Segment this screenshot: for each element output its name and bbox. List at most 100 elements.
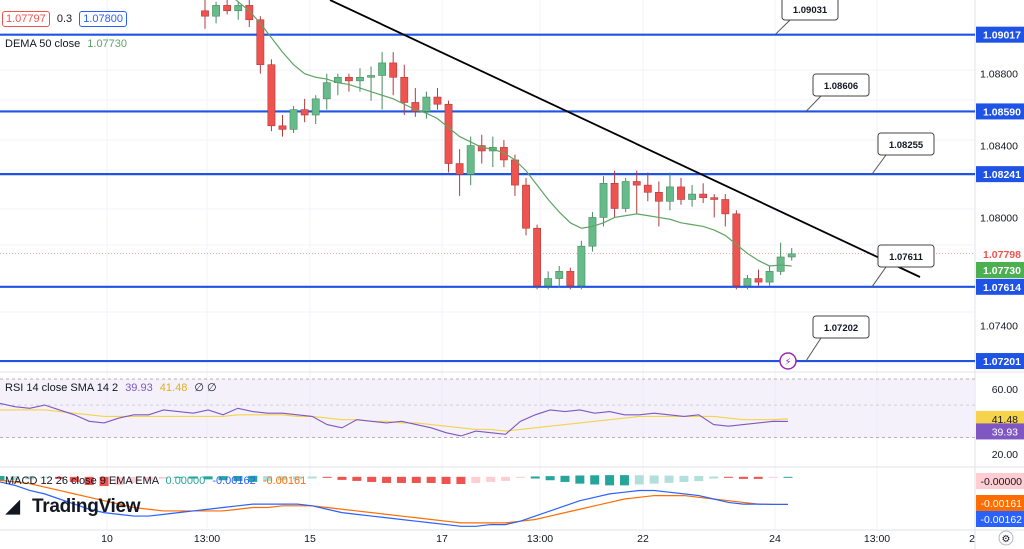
macd-hist-axis-tag xyxy=(976,473,1024,489)
price-tick-label: 1.08800 xyxy=(980,69,1018,81)
level-axis-tag xyxy=(976,26,1024,43)
candle-body xyxy=(610,183,619,209)
macd-histogram-bar xyxy=(679,475,689,482)
price-axis: 1.088001.084001.080001.076001.074001.090… xyxy=(976,26,1024,527)
time-tick-label: 15 xyxy=(304,533,316,545)
macd-histogram-bar xyxy=(188,476,198,479)
macd-histogram-bar xyxy=(277,476,287,481)
rsi-sma-legend-value: 41.48 xyxy=(159,382,188,394)
macd-histogram-bar xyxy=(724,476,734,478)
candle-body xyxy=(345,76,353,82)
macd-histogram-bar xyxy=(649,475,659,484)
price-tick-label: 1.08400 xyxy=(980,141,1018,153)
time-tick-label: 22 xyxy=(637,533,649,545)
time-tick-label: 10 xyxy=(101,533,113,545)
macd-legend[interactable]: MACD 12 26 close 9 EMA EMA 0.00000 -0.00… xyxy=(5,475,306,487)
candle-body xyxy=(499,147,508,161)
callout-pointer xyxy=(871,266,887,288)
macd-signal-line xyxy=(0,479,788,524)
candle-body xyxy=(411,102,420,112)
macd-histogram-bar xyxy=(560,475,570,482)
candle-body xyxy=(322,82,331,100)
callout-label: 1.09031 xyxy=(793,5,828,16)
tradingview-logo[interactable]: ◢ TradingView xyxy=(6,496,141,518)
macd-histogram-bar xyxy=(0,475,5,482)
macd-signal-axis-tag xyxy=(976,495,1024,511)
candle-body xyxy=(267,64,276,127)
candle-body xyxy=(732,213,741,287)
candle-body xyxy=(422,96,431,112)
price-callout: 1.08255 xyxy=(871,132,935,175)
candle-body xyxy=(289,109,298,130)
macd-histogram-bar xyxy=(263,475,273,482)
macd-signal-legend-value: -0.00161 xyxy=(262,475,307,487)
dema-legend[interactable]: DEMA 50 close 1.07730 xyxy=(5,38,127,50)
callout-pointer xyxy=(774,19,791,36)
time-axis: 10 13:00 15 17 13:00 22 24 13:00 2 ⚙ xyxy=(101,530,1014,546)
candle-body xyxy=(776,256,785,272)
macd-pane xyxy=(0,475,793,527)
macd-histogram-bar xyxy=(530,476,540,479)
macd-histogram-bar xyxy=(144,476,154,481)
horizontal-levels xyxy=(0,33,975,363)
candle-body xyxy=(444,103,453,164)
macd-signal-axis-label: -0.00161 xyxy=(981,498,1023,510)
candle-body xyxy=(278,125,287,130)
event-icon xyxy=(779,352,797,370)
macd-histogram-bar xyxy=(768,476,778,478)
callout-label: 1.07202 xyxy=(824,323,858,334)
macd-histogram-bar xyxy=(709,476,719,479)
candle-body xyxy=(522,184,530,229)
rsi-legend[interactable]: RSI 14 close SMA 14 2 39.93 41.48 ∅ ∅ xyxy=(5,381,217,394)
candle-body xyxy=(300,109,309,116)
callout-label: 1.08606 xyxy=(824,81,858,92)
candle-body xyxy=(643,184,652,193)
callout-pointer xyxy=(805,337,822,362)
macd-axis-tag xyxy=(976,511,1024,527)
macd-histogram-bar xyxy=(783,476,793,478)
tradingview-logo-icon: ◢ xyxy=(6,496,20,516)
macd-hist-legend-value: 0.00000 xyxy=(165,475,206,487)
macd-histogram-bar xyxy=(114,476,124,486)
bid-price[interactable]: 1.07797 xyxy=(2,11,50,27)
macd-histogram-bar xyxy=(575,475,585,484)
time-tick-label: 13:00 xyxy=(194,533,220,545)
macd-histogram-bar xyxy=(25,476,35,480)
price-callout: 1.09031 xyxy=(774,0,839,36)
candle-body xyxy=(599,183,608,218)
level-axis-label: 1.08241 xyxy=(983,169,1021,181)
macd-histogram-bar xyxy=(352,476,362,481)
candle-body xyxy=(212,5,220,17)
macd-histogram-bar xyxy=(590,475,600,485)
macd-histogram-bar xyxy=(233,475,243,482)
level-axis-tag xyxy=(976,278,1024,295)
macd-histogram-bar xyxy=(545,476,555,481)
callout-label: 1.07611 xyxy=(889,252,924,263)
candles xyxy=(201,0,796,290)
candle-body xyxy=(389,62,398,78)
candle-body xyxy=(245,5,254,21)
macd-histogram-bar xyxy=(501,476,511,481)
time-tick-label: 2 xyxy=(969,533,975,545)
last-price-label: 1.07798 xyxy=(983,249,1021,261)
macd-hist-axis-label: -0.00000 xyxy=(981,476,1023,488)
macd-histogram-bar xyxy=(292,476,302,480)
candle-body xyxy=(699,193,708,198)
candle-body xyxy=(367,75,375,78)
macd-histogram-bar xyxy=(173,476,183,478)
macd-histogram-bar xyxy=(129,476,139,483)
candle-body xyxy=(311,98,320,116)
level-axis-tag xyxy=(976,166,1024,183)
rsi-pane xyxy=(0,378,975,438)
candle-body xyxy=(356,76,364,82)
ohlc-header: 1.07797 0.3 1.07800 xyxy=(2,11,127,27)
ask-price[interactable]: 1.07800 xyxy=(79,11,127,27)
macd-histogram-bar xyxy=(307,476,317,479)
macd-histogram-bar xyxy=(396,476,406,483)
candle-body xyxy=(511,159,519,186)
macd-histogram-bar xyxy=(619,475,629,486)
macd-histogram-bar xyxy=(753,476,763,479)
candle-body xyxy=(765,271,774,283)
